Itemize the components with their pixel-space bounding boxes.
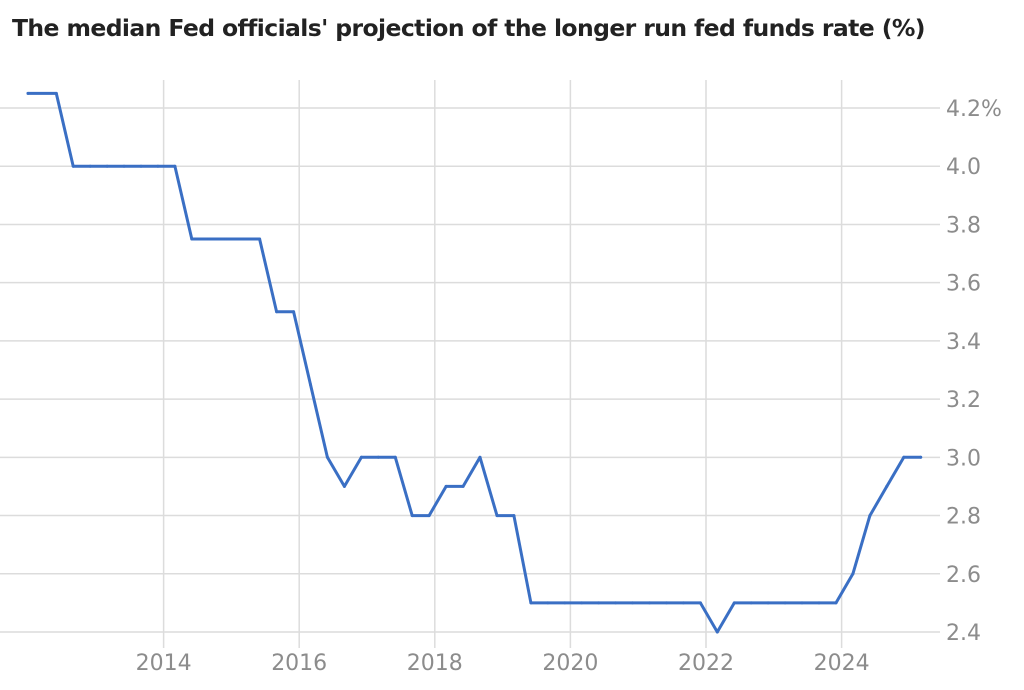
data-point [749, 601, 753, 605]
data-point [292, 310, 296, 314]
data-point [597, 601, 601, 605]
x-tick-label: 2018 [407, 651, 463, 676]
data-point [648, 601, 651, 605]
data-point [207, 237, 211, 241]
y-tick-label: 3.8 [946, 213, 981, 238]
data-point [614, 601, 618, 605]
data-point [631, 601, 634, 605]
x-tick-label: 2016 [271, 651, 327, 676]
data-point [512, 514, 516, 518]
horizontal-gridlines [0, 107, 940, 633]
data-point [139, 164, 143, 168]
data-point [580, 601, 584, 605]
data-point [224, 237, 228, 241]
data-point [766, 601, 770, 605]
y-tick-label: 2.4 [946, 621, 981, 646]
data-point [817, 601, 821, 605]
data-point [359, 455, 363, 459]
data-point [105, 164, 109, 168]
data-point [783, 601, 787, 605]
data-point [393, 455, 397, 459]
data-point [410, 514, 414, 518]
data-point [88, 164, 92, 168]
data-point [834, 601, 838, 605]
data-point [681, 601, 685, 605]
data-point [275, 310, 279, 314]
x-axis-labels: 2014 2016 2018 2020 2022 2024 [136, 651, 870, 676]
data-point [54, 91, 58, 95]
series-line [26, 91, 923, 634]
data-point [885, 484, 889, 488]
data-point [26, 91, 30, 95]
vertical-gridlines [162, 80, 843, 648]
data-point [122, 164, 126, 168]
x-tick-label: 2024 [814, 651, 870, 676]
data-point [851, 572, 855, 576]
x-tick-label: 2020 [542, 651, 598, 676]
y-tick-label: 3.4 [946, 330, 981, 355]
data-point [478, 455, 482, 459]
y-tick-label: 3.0 [946, 446, 981, 471]
data-point [309, 383, 312, 387]
y-tick-label: 4.0 [946, 155, 981, 180]
y-tick-label: 3.6 [946, 272, 981, 297]
y-tick-label: 2.8 [946, 505, 981, 530]
data-point [563, 601, 567, 605]
x-tick-label: 2022 [678, 651, 734, 676]
data-point [800, 601, 804, 605]
data-point [868, 514, 872, 518]
y-axis-labels: 2.4 2.6 2.8 3.0 3.2 3.4 3.6 3.8 4.0 4.2% [946, 97, 1002, 646]
data-point [546, 601, 550, 605]
series-layer [26, 91, 923, 634]
y-tick-label: 4.2% [946, 97, 1002, 122]
data-point [427, 514, 431, 518]
data-point [258, 237, 262, 241]
x-tick-label: 2014 [136, 651, 192, 676]
data-point [376, 455, 380, 459]
data-point [461, 484, 465, 488]
data-point [698, 601, 702, 605]
y-tick-label: 2.6 [946, 563, 981, 588]
data-point [902, 455, 906, 459]
data-point [529, 601, 533, 605]
data-point [241, 237, 245, 241]
data-point [156, 164, 160, 168]
data-point [444, 484, 448, 488]
data-point [325, 455, 329, 459]
data-point [732, 601, 736, 605]
data-point [919, 455, 923, 459]
data-point [342, 484, 346, 488]
data-point [173, 164, 177, 168]
chart-title: The median Fed officials' projection of … [12, 14, 926, 42]
data-point [495, 514, 499, 518]
data-point [71, 164, 75, 168]
data-point [190, 237, 194, 241]
data-point [665, 601, 668, 605]
data-point [715, 630, 719, 634]
y-tick-label: 3.2 [946, 388, 981, 413]
